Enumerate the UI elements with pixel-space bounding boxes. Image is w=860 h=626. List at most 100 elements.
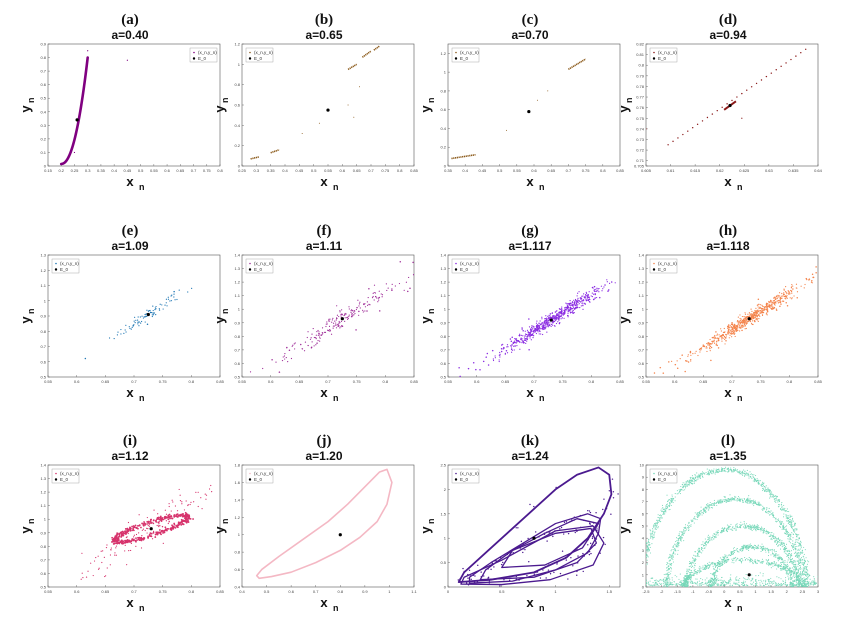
attractor-point xyxy=(756,309,758,312)
y-tick-label: 0.78 xyxy=(636,84,645,89)
attractor-point xyxy=(760,484,762,486)
attractor-point xyxy=(165,298,168,300)
attractor-point xyxy=(759,315,761,317)
attractor-point xyxy=(790,289,792,292)
y-tick-label: 0.6 xyxy=(40,82,46,87)
attractor-point xyxy=(777,500,779,502)
attractor-point xyxy=(503,579,505,581)
x-tick-label: 0.45 xyxy=(123,168,132,173)
attractor-point xyxy=(811,280,813,282)
attractor-point xyxy=(776,297,778,300)
attractor-point xyxy=(144,313,146,316)
attractor-point xyxy=(804,572,806,574)
attractor-point xyxy=(368,288,370,290)
attractor-point xyxy=(659,366,662,369)
attractor-point xyxy=(774,500,776,502)
attractor-point xyxy=(498,360,500,363)
attractor-point xyxy=(670,570,672,572)
attractor-point xyxy=(667,562,669,564)
attractor-point xyxy=(563,317,565,319)
x-tick-label: 0.45 xyxy=(295,168,304,173)
attractor-point xyxy=(731,469,733,471)
attractor-point xyxy=(557,317,559,319)
attractor-point xyxy=(724,496,726,498)
x-tick-label: 0.65 xyxy=(176,168,185,173)
attractor-point xyxy=(748,315,751,317)
halo-point xyxy=(197,505,199,508)
attractor-point xyxy=(750,525,752,527)
y-axis-label-group: yn xyxy=(418,519,436,534)
axes-frame xyxy=(447,254,621,378)
attractor-point xyxy=(800,52,802,54)
panel-label: (i) xyxy=(123,433,137,449)
attractor-point xyxy=(784,290,787,293)
halo-point xyxy=(195,491,197,493)
halo-point xyxy=(171,499,173,501)
attractor-point xyxy=(307,331,309,333)
attractor-point xyxy=(715,344,717,346)
attractor-point xyxy=(784,532,786,534)
attractor-point xyxy=(789,521,791,523)
attractor-point xyxy=(521,340,523,342)
attractor-point xyxy=(663,512,665,514)
attractor-point xyxy=(800,562,802,564)
attractor-point xyxy=(662,506,664,509)
attractor-point xyxy=(551,312,553,314)
attractor-point xyxy=(641,581,642,582)
attractor-point xyxy=(114,539,117,542)
attractor-point xyxy=(811,273,814,276)
attractor-point xyxy=(299,343,302,346)
x-axis-label: x xyxy=(126,385,134,400)
attractor-point xyxy=(580,297,582,300)
attractor-point xyxy=(707,509,709,511)
attractor-point xyxy=(142,317,145,319)
attractor-point xyxy=(796,287,798,289)
attractor-point xyxy=(689,585,692,587)
subplot-i: (i)a=1.120.55 0.6 0.65 0.7 0.75 0.8 0.850.50.6… xyxy=(18,433,225,613)
halo-point xyxy=(181,503,183,505)
attractor-point xyxy=(528,348,530,351)
attractor-point xyxy=(135,540,137,543)
attractor-point xyxy=(736,500,738,502)
attractor-point xyxy=(336,317,338,320)
attractor-point xyxy=(696,475,699,477)
attractor-point xyxy=(552,535,554,538)
halo-point xyxy=(168,503,170,505)
subplot-j: (j)a=1.200.4 0.5 0.6 0.7 0.8 0.9 1 1.10.40.60.8… xyxy=(212,433,418,613)
legend-label-E0: E_0 xyxy=(60,267,69,272)
attractor-point xyxy=(759,504,761,506)
legend-label-E0: E_0 xyxy=(460,56,469,61)
attractor-point xyxy=(799,565,801,567)
attractor-point xyxy=(737,499,739,501)
attractor-point xyxy=(111,541,113,543)
attractor-point xyxy=(322,333,324,335)
x-axis-label-subscript: n xyxy=(737,182,743,192)
attractor-point xyxy=(795,533,797,535)
attractor-point xyxy=(767,488,769,490)
attractor-point xyxy=(701,474,703,476)
attractor-point xyxy=(804,569,806,571)
attractor-point xyxy=(386,289,388,292)
attractor-point xyxy=(733,467,735,469)
attractor-point xyxy=(708,503,710,506)
attractor-point xyxy=(310,337,312,339)
attractor-point xyxy=(545,577,547,579)
attractor-point xyxy=(148,535,151,537)
attractor-point xyxy=(742,526,745,528)
attractor-point xyxy=(789,519,791,521)
attractor-point xyxy=(678,533,680,535)
attractor-point xyxy=(713,341,715,343)
legend-marker-series xyxy=(55,472,57,475)
attractor-point xyxy=(792,533,794,535)
attractor-point xyxy=(122,534,125,537)
attractor-point xyxy=(562,314,564,316)
panel-title: a=1.118 xyxy=(706,239,749,253)
y-tick-label: 8 xyxy=(642,487,645,492)
attractor-point xyxy=(734,335,736,338)
attractor-point xyxy=(354,312,356,315)
attractor-point xyxy=(742,500,744,502)
attractor-point xyxy=(722,337,724,339)
attractor-point xyxy=(793,530,795,532)
attractor-point xyxy=(847,259,849,261)
attractor-point xyxy=(758,482,760,484)
